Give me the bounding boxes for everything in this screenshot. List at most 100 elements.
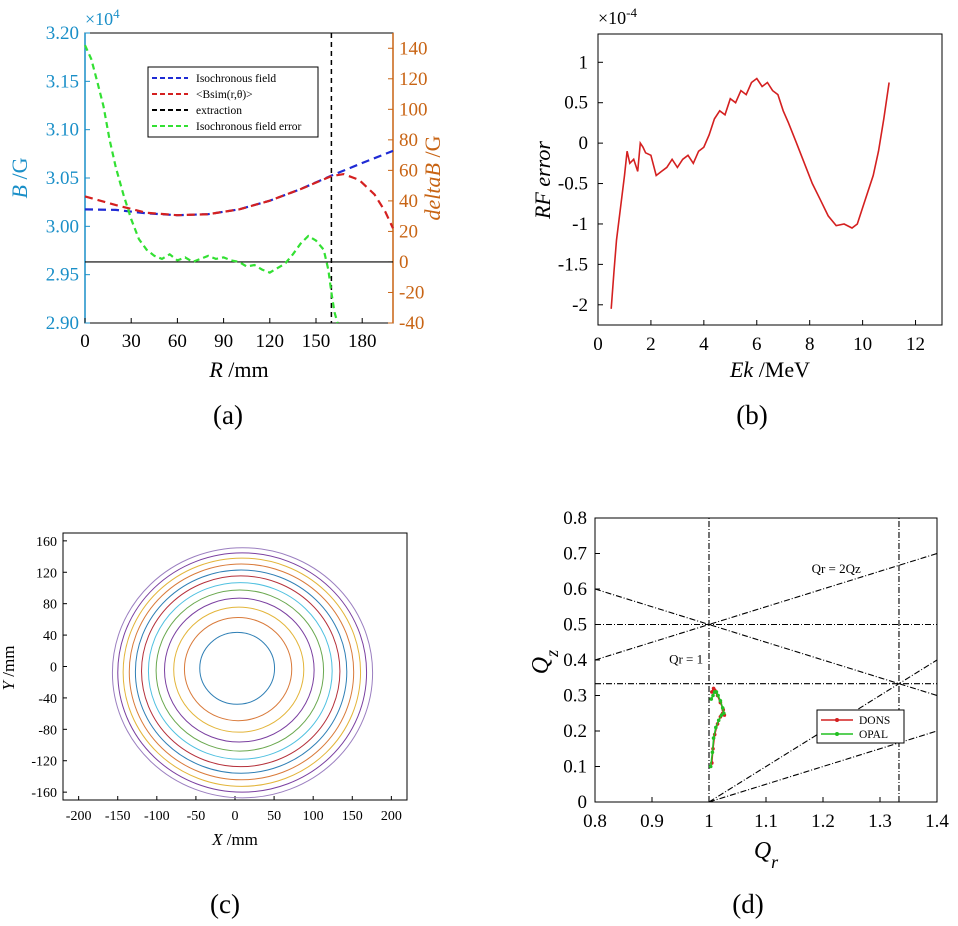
y-tick-label: 2.95 [46,265,79,286]
y-tick-label: 0 [578,792,588,813]
chart-c: -200 -150 -100 -50 0 50 100 150 200 -160 -120 -80 -4… [0,532,408,849]
orbit [147,582,333,760]
panel-label-c: (c) [210,889,240,919]
x-tick-label: -200 [66,809,92,824]
x-tick-label: 60 [168,331,187,352]
data-point [710,690,714,694]
chart-d: 0.8 0.9 1 1.1 1.2 1.3 1.4 0 0.1 0.2 0.3 0.4 0.5 0.6 0.… [528,508,949,872]
data-point [711,686,716,691]
orbit [111,547,374,799]
y-tick-label: 120 [36,566,57,581]
y2-tick-label: 140 [399,38,428,59]
x-axis-label: R /mm [208,357,268,382]
y-tick-label: 0 [50,661,57,676]
series-bsim [84,172,394,229]
x-tick-label: 12 [906,334,925,355]
plot-frame-d [594,517,938,803]
exponent-label: ×104 [85,6,120,30]
y2-axis-label: deltaB /G [420,135,445,220]
y2-tick-label: 40 [399,191,418,212]
y-tick-label: 0 [579,133,589,154]
y-axis-label: Qz [528,650,562,674]
y-tick-label: -2 [572,295,588,316]
chart-b: 0 2 4 6 8 10 12 -2 -1.5 -1 -0.5 0 0.5 1 ×10-4 Ek /MeV RF… [530,5,943,382]
legend-label: DONS [859,715,890,727]
x-axis-label: Qr [754,838,779,872]
orbit [134,569,348,774]
x-tick-label: 0 [80,331,90,352]
y-axis-label: Y /mm [0,646,18,691]
y-tick-label: 0.7 [563,544,587,565]
data-point [714,725,718,730]
series-isochronous-field [84,149,394,217]
x-axis-label: Ek /MeV [729,357,810,382]
data-point [718,699,723,703]
x-tick-label: 0 [232,809,239,824]
x-tick-label: 150 [342,809,363,824]
x-tick-label: 90 [214,331,233,352]
series-rf-error [610,77,890,309]
x-axis-label: X /mm [211,830,258,849]
legend-label: <Bsim(r,θ)> [196,89,253,101]
x-tick-label: -50 [187,809,206,824]
data-point [716,718,721,723]
y-tick-label: 0.6 [563,579,587,600]
legend-label: Isochronous field [196,73,276,85]
x-tick-label: 8 [805,334,815,355]
y-tick-label: 1 [579,52,589,73]
series-field-error [83,44,339,324]
x-tick-label: 1.2 [811,811,835,832]
orbit [155,589,325,752]
x-tick-label: 120 [256,331,285,352]
plot-frame-b [597,33,943,326]
x-tick-label: 1 [704,811,714,832]
y-tick-label: 80 [43,598,57,613]
y2-tick-label: -40 [399,313,424,334]
y-tick-label: 0.4 [563,650,587,671]
resonance-line [594,588,938,697]
x-tick-label: 2 [646,334,656,355]
y-tick-label: 40 [43,629,57,644]
legend-marker [835,732,839,736]
x-tick-label: 200 [381,809,402,824]
x-tick-label: 10 [853,334,872,355]
data-point [711,736,716,740]
x-tick-label: 1.4 [925,811,949,832]
y-tick-label: 160 [36,535,57,550]
x-tick-label: 0 [593,334,603,355]
data-point [711,693,715,698]
legend-marker [835,718,839,722]
panel-label-d: (d) [732,889,763,919]
y-tick-label: -80 [38,723,57,738]
x-tick-label: 1.3 [868,811,892,832]
data-point [709,697,714,701]
y-tick-label: 3.05 [46,168,79,189]
orbit [141,575,341,768]
y-tick-label: -160 [31,786,57,801]
y-tick-label: 2.90 [46,313,79,334]
y2-tick-label: 100 [399,99,428,120]
y-tick-label: -0.5 [558,174,588,195]
y-axis-label: B /G [7,157,32,198]
y-tick-label: 3.20 [46,23,79,44]
y2-tick-label: 20 [399,221,418,242]
y-tick-label: 0.5 [564,93,588,114]
x-tick-label: 100 [303,809,324,824]
x-tick-label: 4 [699,334,709,355]
y-tick-label: 0.5 [563,615,587,636]
data-point [716,693,720,698]
data-point [722,711,726,716]
y-tick-label: -40 [38,692,57,707]
legend-label: extraction [196,105,242,117]
y-tick-label: 3.00 [46,216,79,237]
x-tick-label: 150 [302,331,331,352]
y2-tick-label: 60 [399,160,418,181]
y-tick-label: 0.8 [563,508,587,529]
x-tick-label: 0.9 [640,811,664,832]
orbit [183,616,293,722]
chart-a: 0 30 60 90 120 150 180 2.90 2.95 3.00 3.05 3.10 3.15… [7,6,445,383]
y2-tick-label: -20 [399,282,424,303]
x-tick-label: -150 [105,809,131,824]
y2-tick-label: 0 [399,252,409,273]
